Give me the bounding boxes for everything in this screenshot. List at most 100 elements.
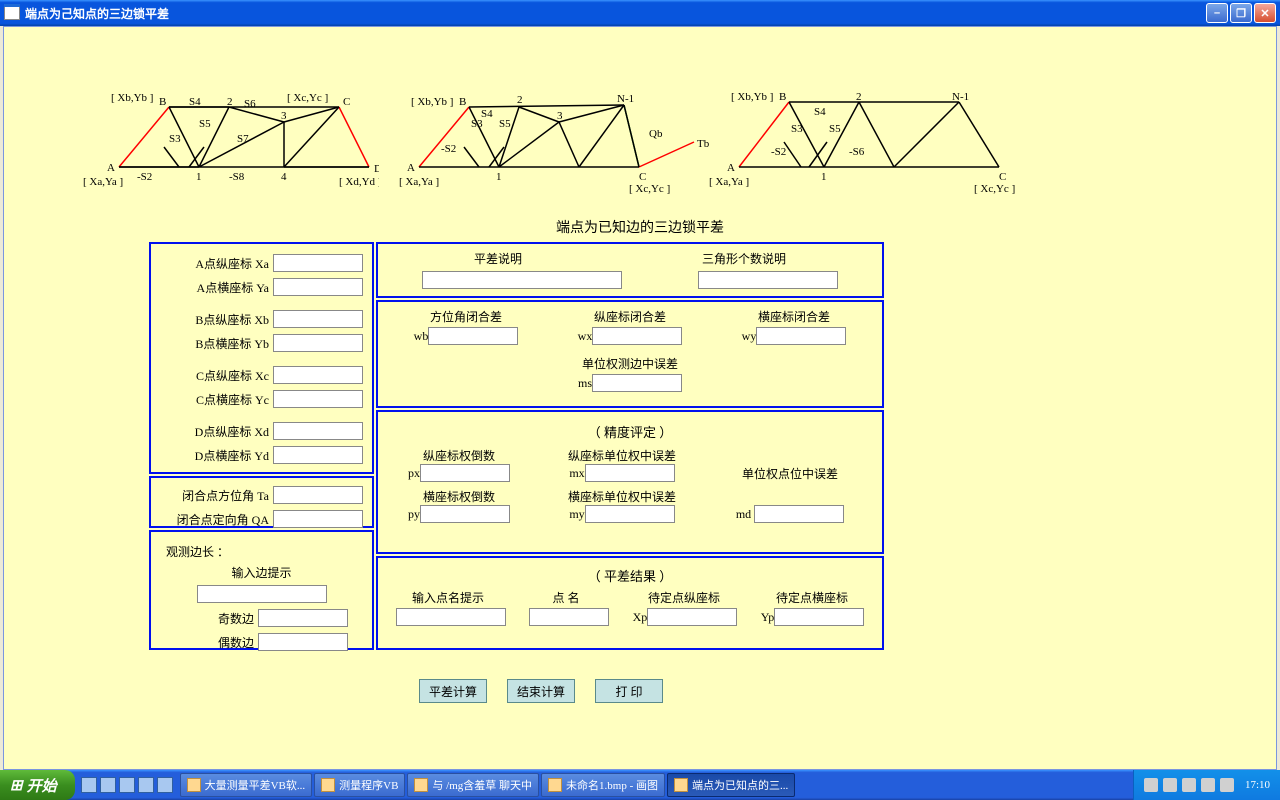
minimize-button[interactable]: – xyxy=(1206,3,1228,23)
closure-h-wb: 方位角闭合差 xyxy=(396,308,536,325)
coord-input[interactable] xyxy=(273,390,363,408)
ql-icon[interactable] xyxy=(119,777,135,793)
quick-launch xyxy=(75,777,179,793)
svg-text:C: C xyxy=(999,171,1006,183)
coord-input[interactable] xyxy=(273,422,363,440)
svg-text:S4: S4 xyxy=(814,106,826,118)
svg-text:[ Xa,Ya ]: [ Xa,Ya ] xyxy=(399,176,439,188)
maximize-button[interactable]: ❐ xyxy=(1230,3,1252,23)
count-label: 三角形个数说明 xyxy=(702,250,786,267)
close-button[interactable]: ✕ xyxy=(1254,3,1276,23)
taskbar-button[interactable]: 大量测量平差VB软... xyxy=(180,773,313,797)
wx-input[interactable] xyxy=(592,327,682,345)
closure-h-wy: 横座标闭合差 xyxy=(724,308,864,325)
px-input[interactable] xyxy=(420,464,510,482)
calc-button[interactable]: 平差计算 xyxy=(419,679,487,703)
tray-icon[interactable] xyxy=(1220,778,1234,792)
angle-label: 闭合点定向角 QA xyxy=(159,511,269,528)
coord-input[interactable] xyxy=(273,254,363,272)
ql-icon[interactable] xyxy=(81,777,97,793)
px-label: px xyxy=(408,466,420,480)
taskbar-label: 与 /mg含羞草 聊天中 xyxy=(432,777,532,793)
svg-text:A: A xyxy=(727,162,735,174)
svg-text:S4: S4 xyxy=(481,108,493,120)
svg-text:A: A xyxy=(107,162,115,174)
taskbar-label: 测量程序VB xyxy=(339,777,398,793)
desc-input[interactable] xyxy=(422,271,622,289)
svg-text:-S8: -S8 xyxy=(229,171,245,183)
tray-icon[interactable] xyxy=(1182,778,1196,792)
obs-hint-input[interactable] xyxy=(197,585,327,603)
print-button[interactable]: 打 印 xyxy=(595,679,663,703)
svg-text:1: 1 xyxy=(821,171,827,183)
svg-text:Tb: Tb xyxy=(697,138,709,150)
wx-label: wx xyxy=(578,329,593,343)
py-input[interactable] xyxy=(420,505,510,523)
svg-text:[ Xb,Yb ]: [ Xb,Yb ] xyxy=(731,91,773,103)
tray-icon[interactable] xyxy=(1144,778,1158,792)
wb-input[interactable] xyxy=(428,327,518,345)
svg-text:2: 2 xyxy=(856,91,862,103)
res-hint-input[interactable] xyxy=(396,608,506,626)
end-button[interactable]: 结束计算 xyxy=(507,679,575,703)
coord-input[interactable] xyxy=(273,278,363,296)
svg-text:N-1: N-1 xyxy=(952,91,969,103)
panel-closure: 方位角闭合差 纵座标闭合差 横座标闭合差 wb wx wy 单位权测边中误差 m… xyxy=(376,300,884,408)
tray-icon[interactable] xyxy=(1163,778,1177,792)
diagram-area: ABCD 1234 [ Xa,Ya ] [ Xb,Yb ] [ Xc,Yc ] … xyxy=(59,87,1221,207)
svg-text:S3: S3 xyxy=(169,133,181,145)
obs-even-input[interactable] xyxy=(258,633,348,651)
taskbar-button[interactable]: 未命名1.bmp - 画图 xyxy=(541,773,665,797)
tray-icon[interactable] xyxy=(1201,778,1215,792)
precision-title: （ 精度评定 ） xyxy=(384,422,876,441)
coord-label: D点纵座标 Xd xyxy=(159,423,269,440)
taskbar-button[interactable]: 与 /mg含羞草 聊天中 xyxy=(407,773,539,797)
coord-input[interactable] xyxy=(273,334,363,352)
diagram-1: ABCD 1234 [ Xa,Ya ] [ Xb,Yb ] [ Xc,Yc ] … xyxy=(59,87,379,207)
taskbar-button[interactable]: 端点为已知点的三... xyxy=(667,773,795,797)
coord-input[interactable] xyxy=(273,446,363,464)
obs-odd-input[interactable] xyxy=(258,609,348,627)
form-subtitle: 端点为已知边的三边锁平差 xyxy=(4,217,1276,237)
mx-head: 纵座标单位权中误差 xyxy=(542,447,702,464)
obs-odd-label: 奇数边 xyxy=(159,610,254,627)
xp-label: Xp xyxy=(633,610,648,624)
mx-input[interactable] xyxy=(585,464,675,482)
tray-clock: 17:10 xyxy=(1245,779,1270,791)
taskbar: ⊞开始 大量测量平差VB软... 测量程序VB 与 /mg含羞草 聊天中未命名1.b… xyxy=(0,770,1280,800)
panel-angles: 闭合点方位角 Ta闭合点定向角 QA xyxy=(149,476,374,528)
ql-icon[interactable] xyxy=(157,777,173,793)
my-input[interactable] xyxy=(585,505,675,523)
svg-text:S5: S5 xyxy=(199,118,211,130)
coord-input[interactable] xyxy=(273,366,363,384)
yp-input[interactable] xyxy=(774,608,864,626)
wy-input[interactable] xyxy=(756,327,846,345)
ms-input[interactable] xyxy=(592,374,682,392)
coord-label: C点横座标 Yc xyxy=(159,391,269,408)
angle-input[interactable] xyxy=(273,510,363,528)
ql-icon[interactable] xyxy=(138,777,154,793)
closure-h-wx: 纵座标闭合差 xyxy=(560,308,700,325)
taskbar-button[interactable]: 测量程序VB xyxy=(314,773,405,797)
svg-text:B: B xyxy=(779,91,786,103)
svg-text:B: B xyxy=(459,96,466,108)
svg-text:A: A xyxy=(407,162,415,174)
ql-icon[interactable] xyxy=(100,777,116,793)
obs-title: 观测边长 ： xyxy=(159,543,229,560)
res-name-input[interactable] xyxy=(529,608,609,626)
xp-input[interactable] xyxy=(647,608,737,626)
py-head: 横座标权倒数 xyxy=(384,488,534,505)
taskbar-icon xyxy=(548,778,562,792)
svg-text:[ Xb,Yb ]: [ Xb,Yb ] xyxy=(411,96,453,108)
coord-input[interactable] xyxy=(273,310,363,328)
svg-text:-S2: -S2 xyxy=(441,143,456,155)
count-input[interactable] xyxy=(698,271,838,289)
md-input[interactable] xyxy=(754,505,844,523)
angle-input[interactable] xyxy=(273,486,363,504)
svg-text:1: 1 xyxy=(496,171,502,183)
svg-text:[ Xc,Yc ]: [ Xc,Yc ] xyxy=(974,183,1015,195)
panel-coords: A点纵座标 XaA点横座标 YaB点纵座标 XbB点横座标 YbC点纵座标 Xc… xyxy=(149,242,374,474)
button-bar: 平差计算 结束计算 打 印 xyxy=(419,679,663,703)
svg-text:Qb: Qb xyxy=(649,128,663,140)
start-button[interactable]: ⊞开始 xyxy=(0,770,75,800)
